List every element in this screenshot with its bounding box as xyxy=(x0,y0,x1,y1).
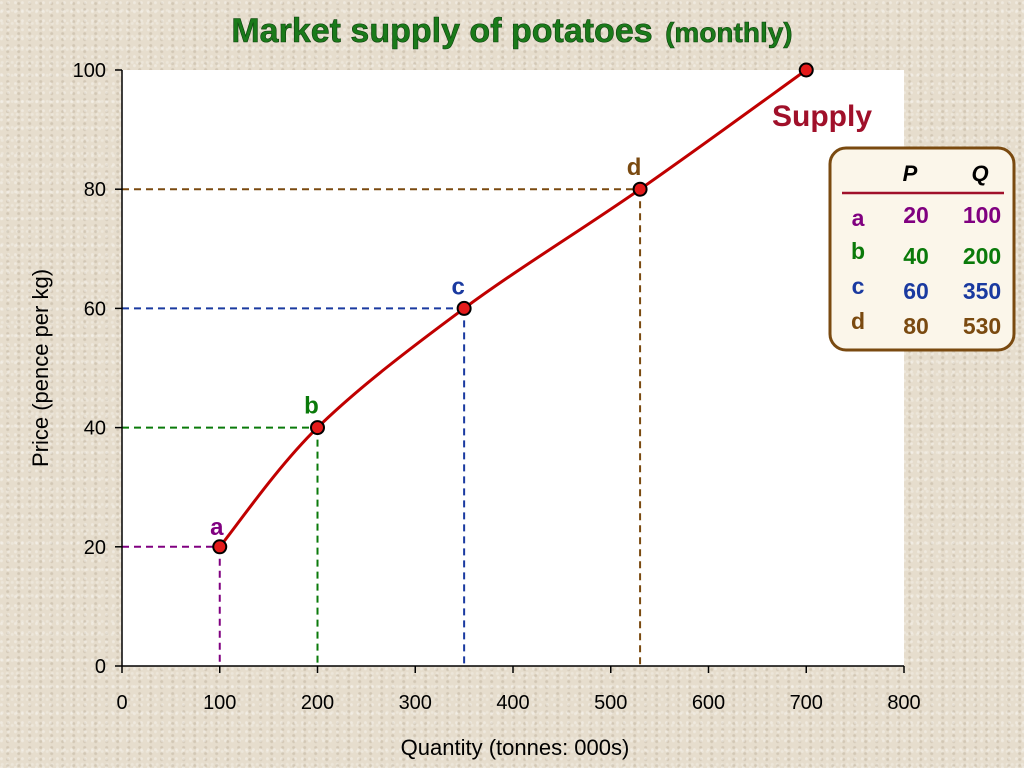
x-ticks: 0 100 200 300 400 500 600 700 800 xyxy=(116,666,921,714)
plot-area xyxy=(122,70,904,666)
series-layer: a b c d xyxy=(210,62,814,555)
x-tick-label: 0 xyxy=(116,692,127,714)
x-tick-label: 200 xyxy=(301,692,334,714)
chart-title: Market supply of potatoes (monthly) xyxy=(231,12,792,50)
y-tick-label: 0 xyxy=(95,656,106,678)
x-axis-label: Quantity (tonnes: 000s) xyxy=(401,735,630,760)
guide-lines xyxy=(122,188,642,666)
chart-title-sub: (monthly) xyxy=(665,17,793,48)
pq-row-q: 100 xyxy=(963,202,1001,228)
pq-row-q: 200 xyxy=(963,243,1001,269)
x-tick-label: 600 xyxy=(692,692,725,714)
pq-row-q: 350 xyxy=(963,278,1001,304)
y-axis-label: Price (pence per kg) xyxy=(28,269,53,467)
pq-row-p: 40 xyxy=(903,243,929,269)
y-tick-label: 20 xyxy=(84,537,106,559)
y-tick-label: 40 xyxy=(84,418,106,440)
chart-title-main: Market supply of potatoes xyxy=(231,12,652,50)
pq-row-label: d xyxy=(851,308,865,334)
x-tick-label: 400 xyxy=(496,692,529,714)
data-point-marker xyxy=(798,62,814,78)
data-point-marker xyxy=(632,181,648,197)
data-point-marker xyxy=(310,420,325,436)
y-tick-label: 100 xyxy=(73,60,106,82)
x-tick-label: 500 xyxy=(594,692,627,714)
y-tick-label: 60 xyxy=(84,298,106,320)
series-label-supply: Supply xyxy=(772,100,872,133)
point-label-c: c xyxy=(451,273,464,300)
pq-header-p: P xyxy=(903,161,918,186)
y-tick-label: 80 xyxy=(84,179,106,201)
x-tick-label: 100 xyxy=(203,692,236,714)
x-tick-label: 300 xyxy=(399,692,432,714)
x-tick-label: 800 xyxy=(887,692,920,714)
pq-row-p: 80 xyxy=(903,313,929,339)
pq-row-q: 530 xyxy=(963,313,1001,339)
point-label-b: b xyxy=(304,393,319,420)
point-label-a: a xyxy=(210,514,224,541)
pq-table-frame xyxy=(828,146,1016,352)
data-point-marker xyxy=(212,539,228,555)
x-tick-label: 700 xyxy=(790,692,823,714)
pq-row-label: b xyxy=(851,238,865,264)
pq-row-p: 20 xyxy=(903,202,929,228)
y-ticks: 0 20 40 60 80 100 xyxy=(73,60,122,678)
pq-row-label: a xyxy=(852,205,865,231)
pq-table: P Q a 20 100 b 40 200 c 60 350 d 80 530 xyxy=(828,146,1016,352)
point-label-d: d xyxy=(627,154,642,181)
pq-row-p: 60 xyxy=(903,278,929,304)
pq-row-label: c xyxy=(852,273,865,299)
pq-header-q: Q xyxy=(971,161,988,186)
data-point-marker xyxy=(456,300,472,316)
